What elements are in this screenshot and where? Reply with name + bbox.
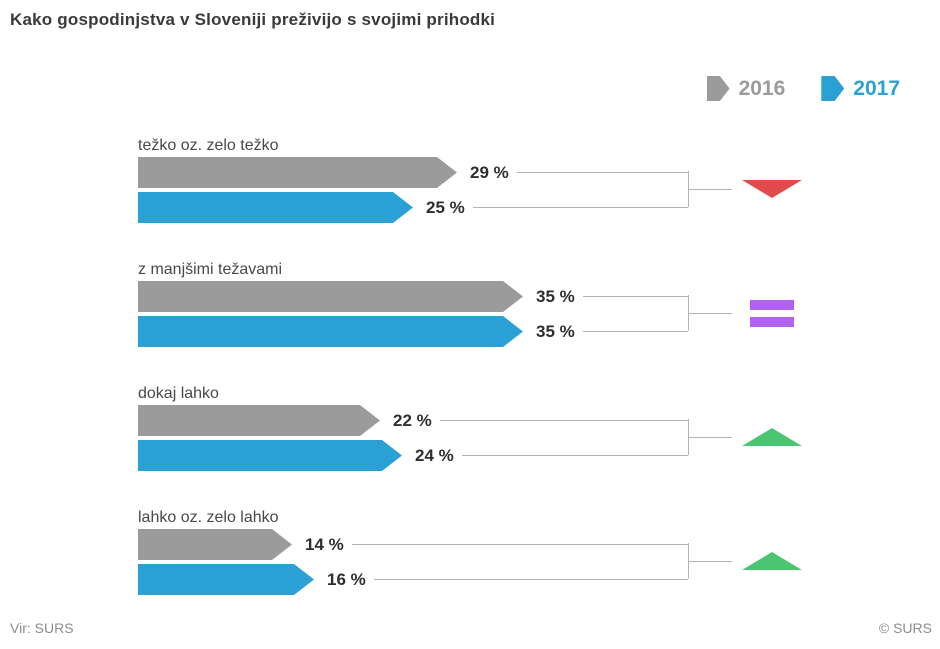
category-group: lahko oz. zelo lahko 14 % 16 % — [0, 510, 940, 594]
value-label-2017: 25 % — [426, 197, 465, 217]
value-label-2016: 35 % — [536, 286, 575, 306]
value-label-2016: 14 % — [305, 534, 344, 554]
bar-2016 — [138, 157, 457, 188]
category-group: z manjšimi težavami 35 % 35 % — [0, 262, 940, 346]
bar-2017 — [138, 316, 523, 347]
bar-row-2016: 14 % — [138, 529, 688, 560]
bar-2017 — [138, 440, 402, 471]
bar-2017 — [138, 192, 413, 223]
chart-title: Kako gospodinjstva v Sloveniji preživijo… — [10, 10, 496, 29]
leader-line — [516, 172, 688, 173]
category-label: dokaj lahko — [138, 385, 219, 402]
leader-line — [373, 579, 688, 580]
copyright-note: © SURS — [878, 620, 932, 636]
legend-label-2016: 2016 — [738, 76, 786, 100]
leader-line — [582, 331, 688, 332]
connector-line — [688, 189, 732, 190]
bar-row-2017: 25 % — [138, 192, 688, 223]
trend-up-icon — [741, 547, 803, 575]
bar-row-2016: 22 % — [138, 405, 688, 436]
trend-down-icon — [741, 175, 803, 203]
bar-row-2017: 24 % — [138, 440, 688, 471]
leader-line — [439, 420, 688, 421]
category-group: težko oz. zelo težko 29 % 25 % — [0, 138, 940, 222]
equal-bar — [750, 316, 794, 327]
source-note: Vir: SURS — [10, 620, 74, 636]
value-label-2016: 22 % — [393, 410, 432, 430]
bar-2016 — [138, 405, 380, 436]
bar-2016 — [138, 529, 292, 560]
equal-bar — [750, 299, 794, 310]
category-label: lahko oz. zelo lahko — [138, 509, 279, 526]
category-label: težko oz. zelo težko — [138, 137, 279, 154]
legend-marker-2016-icon — [706, 76, 730, 101]
triangle-shape — [742, 428, 802, 446]
value-label-2017: 16 % — [327, 569, 366, 589]
triangle-shape — [742, 552, 802, 570]
category-group: dokaj lahko 22 % 24 % — [0, 386, 940, 470]
chart-groups: težko oz. zelo težko 29 % 25 % z manjšimi t… — [0, 138, 940, 634]
triangle-shape — [742, 180, 802, 198]
bar-row-2017: 35 % — [138, 316, 688, 347]
trend-equal-icon — [741, 299, 803, 327]
bar-2017 — [138, 564, 314, 595]
legend: 2016 2017 — [706, 76, 900, 101]
legend-item-2017: 2017 — [821, 76, 900, 101]
bar-2016 — [138, 281, 523, 312]
value-label-2017: 35 % — [536, 321, 575, 341]
connector-line — [688, 561, 732, 562]
value-label-2016: 29 % — [470, 162, 509, 182]
leader-line — [472, 207, 688, 208]
leader-line — [351, 544, 688, 545]
bar-row-2016: 35 % — [138, 281, 688, 312]
legend-label-2017: 2017 — [853, 76, 900, 100]
category-label: z manjšimi težavami — [138, 261, 283, 278]
trend-up-icon — [741, 423, 803, 451]
value-label-2017: 24 % — [415, 445, 454, 465]
connector-line — [688, 313, 732, 314]
legend-item-2016: 2016 — [706, 76, 786, 101]
bar-row-2016: 29 % — [138, 157, 688, 188]
leader-line — [582, 296, 688, 297]
connector-line — [688, 437, 732, 438]
bar-row-2017: 16 % — [138, 564, 688, 595]
legend-marker-2017-icon — [821, 76, 845, 101]
leader-line — [461, 455, 688, 456]
